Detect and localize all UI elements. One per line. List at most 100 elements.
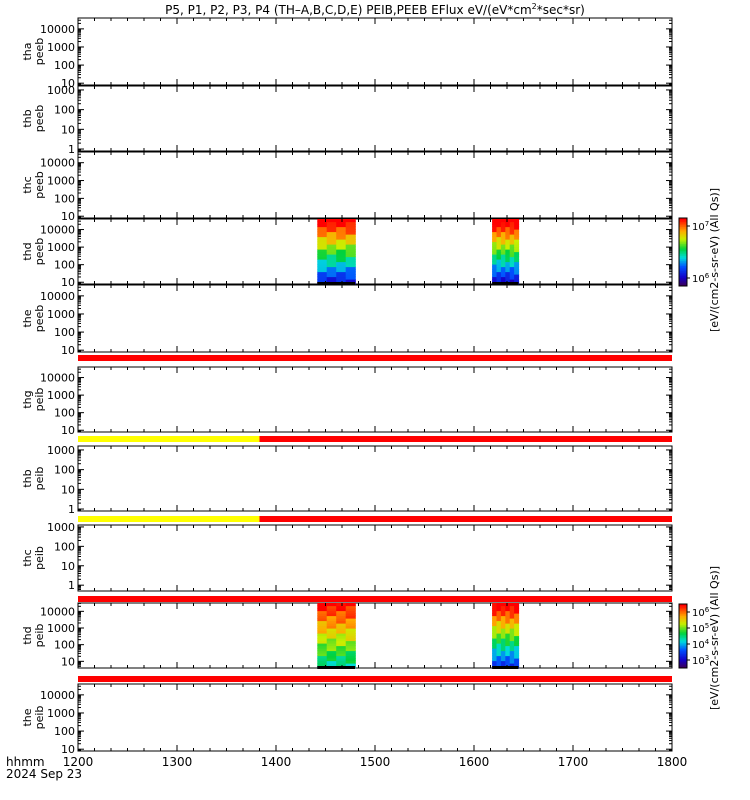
spectrogram-cell — [336, 613, 347, 617]
spectrogram-cell — [492, 660, 498, 664]
spectrogram-cell — [345, 229, 356, 233]
spectrogram-cell — [505, 226, 511, 230]
spectrogram-cell — [505, 618, 511, 622]
colorbar-cell — [679, 655, 687, 658]
spectrogram-cell — [492, 623, 498, 627]
spectrogram-cell — [505, 630, 511, 634]
colorbar-cell — [679, 615, 687, 618]
spectrogram-cell — [509, 645, 515, 649]
colorbar-cell — [679, 608, 687, 611]
colorbar-cell — [679, 267, 687, 270]
spectrogram-cell — [345, 640, 356, 644]
spectrogram-cell — [505, 231, 511, 235]
spectrogram-cell — [514, 224, 520, 228]
spectrogram-cell — [345, 648, 356, 652]
spectrogram-cell — [336, 650, 347, 654]
spectrogram-cell — [492, 635, 498, 639]
spectrogram-cell — [336, 655, 347, 659]
spectrogram-cell — [500, 628, 506, 632]
colorbar-cell — [679, 604, 687, 607]
spectrogram-cell — [345, 658, 356, 662]
spectrogram-cell — [317, 653, 328, 657]
x-tick-label: 1500 — [360, 755, 391, 769]
colorbar-cell — [679, 644, 687, 647]
spectrogram-block — [492, 219, 520, 285]
spectrogram-cell — [509, 605, 515, 609]
spectrogram-cell — [336, 254, 347, 258]
colorbar-cell — [679, 639, 687, 642]
spectrogram-cell — [509, 231, 515, 235]
colorbar-cell — [679, 269, 687, 272]
spectrogram-cell — [509, 658, 515, 662]
spectrogram-cell — [326, 221, 337, 225]
flag-segment — [78, 436, 260, 442]
y-tick-label: 1000 — [47, 175, 75, 188]
panel-label-instrument: peib — [33, 388, 46, 412]
panel-frame — [77, 366, 673, 433]
panel-frame — [77, 602, 673, 669]
spectrogram-cell — [326, 239, 337, 243]
colorbar-cell — [679, 648, 687, 651]
spectrogram-cell — [514, 261, 520, 265]
colorbar-cell — [679, 653, 687, 656]
spectrogram-cell — [505, 625, 511, 629]
spectrogram-cell — [514, 219, 520, 223]
spectrogram-cell — [336, 608, 347, 612]
flag-bar-thcpeib — [78, 596, 672, 602]
spectrogram-cell — [345, 653, 356, 657]
flag-segment — [78, 355, 672, 361]
spectrogram-cell — [500, 635, 506, 639]
spectrogram-cell — [317, 226, 328, 230]
colorbar-cell — [679, 233, 687, 236]
spectrogram-cell — [345, 620, 356, 624]
spectrogram-cell — [317, 236, 328, 240]
flag-segment — [78, 516, 260, 522]
spectrogram-cell — [509, 635, 515, 639]
spectrogram-cell — [336, 638, 347, 642]
spectrogram-cell — [496, 625, 502, 629]
spectrogram-cell — [317, 603, 328, 607]
spectrogram-cell — [336, 625, 347, 629]
spectrogram-cell — [326, 655, 337, 659]
spectrogram-cell — [496, 660, 502, 664]
panel-label-instrument: peeb — [33, 171, 46, 199]
spectrogram-cell — [317, 244, 328, 248]
spectrogram-cell — [492, 633, 498, 637]
spectrogram-cell — [336, 658, 347, 662]
spectrogram-cell — [509, 256, 515, 260]
spectrogram-cell — [500, 221, 506, 225]
colorbar-cell — [679, 660, 687, 663]
spectrogram-cell — [509, 221, 515, 225]
y-tick-label: 100 — [54, 639, 75, 652]
y-tick-label: 10 — [61, 123, 75, 136]
spectrogram-cell — [336, 618, 347, 622]
x-tick-label: 1300 — [162, 755, 193, 769]
spectrogram-cell — [496, 655, 502, 659]
spectrogram-cell — [492, 261, 498, 265]
spectrogram-cell — [514, 229, 520, 233]
spectrogram-cell — [336, 663, 347, 667]
spectrogram-cell — [505, 605, 511, 609]
spectrogram-cell — [317, 274, 328, 278]
spectrogram-cell — [326, 625, 337, 629]
flag-bar-thepeeb — [78, 355, 672, 361]
spectrogram-cell — [496, 269, 502, 273]
spectrogram-cell — [509, 633, 515, 637]
spectrogram-cell — [336, 239, 347, 243]
spectrogram-cell — [509, 655, 515, 659]
spectrogram-cell — [496, 648, 502, 652]
spectrogram-cell — [509, 226, 515, 230]
spectrogram-cell — [492, 658, 498, 662]
spectrogram-cell — [509, 229, 515, 233]
colorbar-cell — [679, 616, 687, 619]
colorbar-cell — [679, 284, 687, 287]
spectrogram-cell — [492, 279, 498, 283]
spectrogram-cell — [514, 663, 520, 667]
spectrogram-cell — [492, 630, 498, 634]
spectrogram-cell — [345, 638, 356, 642]
spectrogram-cell — [505, 645, 511, 649]
fill-flag-mark — [317, 666, 356, 669]
spectrogram-cell — [505, 615, 511, 619]
spectrogram-cell — [496, 219, 502, 223]
spectrogram-cell — [492, 221, 498, 225]
